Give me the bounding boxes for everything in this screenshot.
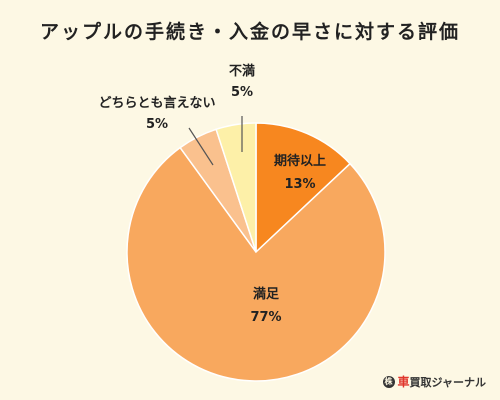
brand-text: 買取ジャーナル	[409, 375, 486, 389]
pie-slice-2	[126, 146, 386, 382]
chart-title: アップルの手続き・入金の早さに対する評価	[40, 20, 460, 43]
slice-label-4: 不満	[229, 63, 255, 79]
brand-icon: 株	[382, 375, 395, 388]
slice-label-1: 期待以上	[274, 153, 326, 169]
pie-slice-4	[215, 122, 257, 253]
pie-labels: 期待以上 13% 満足 77% どちらとも言えない 5% 不満 5%	[98, 63, 326, 325]
slice-label-3: どちらとも言えない	[98, 95, 215, 111]
slice-value-2: 77%	[250, 310, 281, 325]
brand-logo: 株 車 買取ジャーナル	[382, 373, 486, 390]
pie-slices	[126, 122, 386, 382]
slice-value-3: 5%	[146, 117, 168, 132]
slice-value-1: 13%	[284, 177, 315, 192]
brand-accent: 車	[397, 375, 410, 389]
pie-slice-1	[255, 122, 352, 254]
leader-line-3	[188, 127, 214, 166]
slice-label-2: 満足	[253, 286, 280, 302]
slice-value-4: 5%	[231, 85, 253, 100]
